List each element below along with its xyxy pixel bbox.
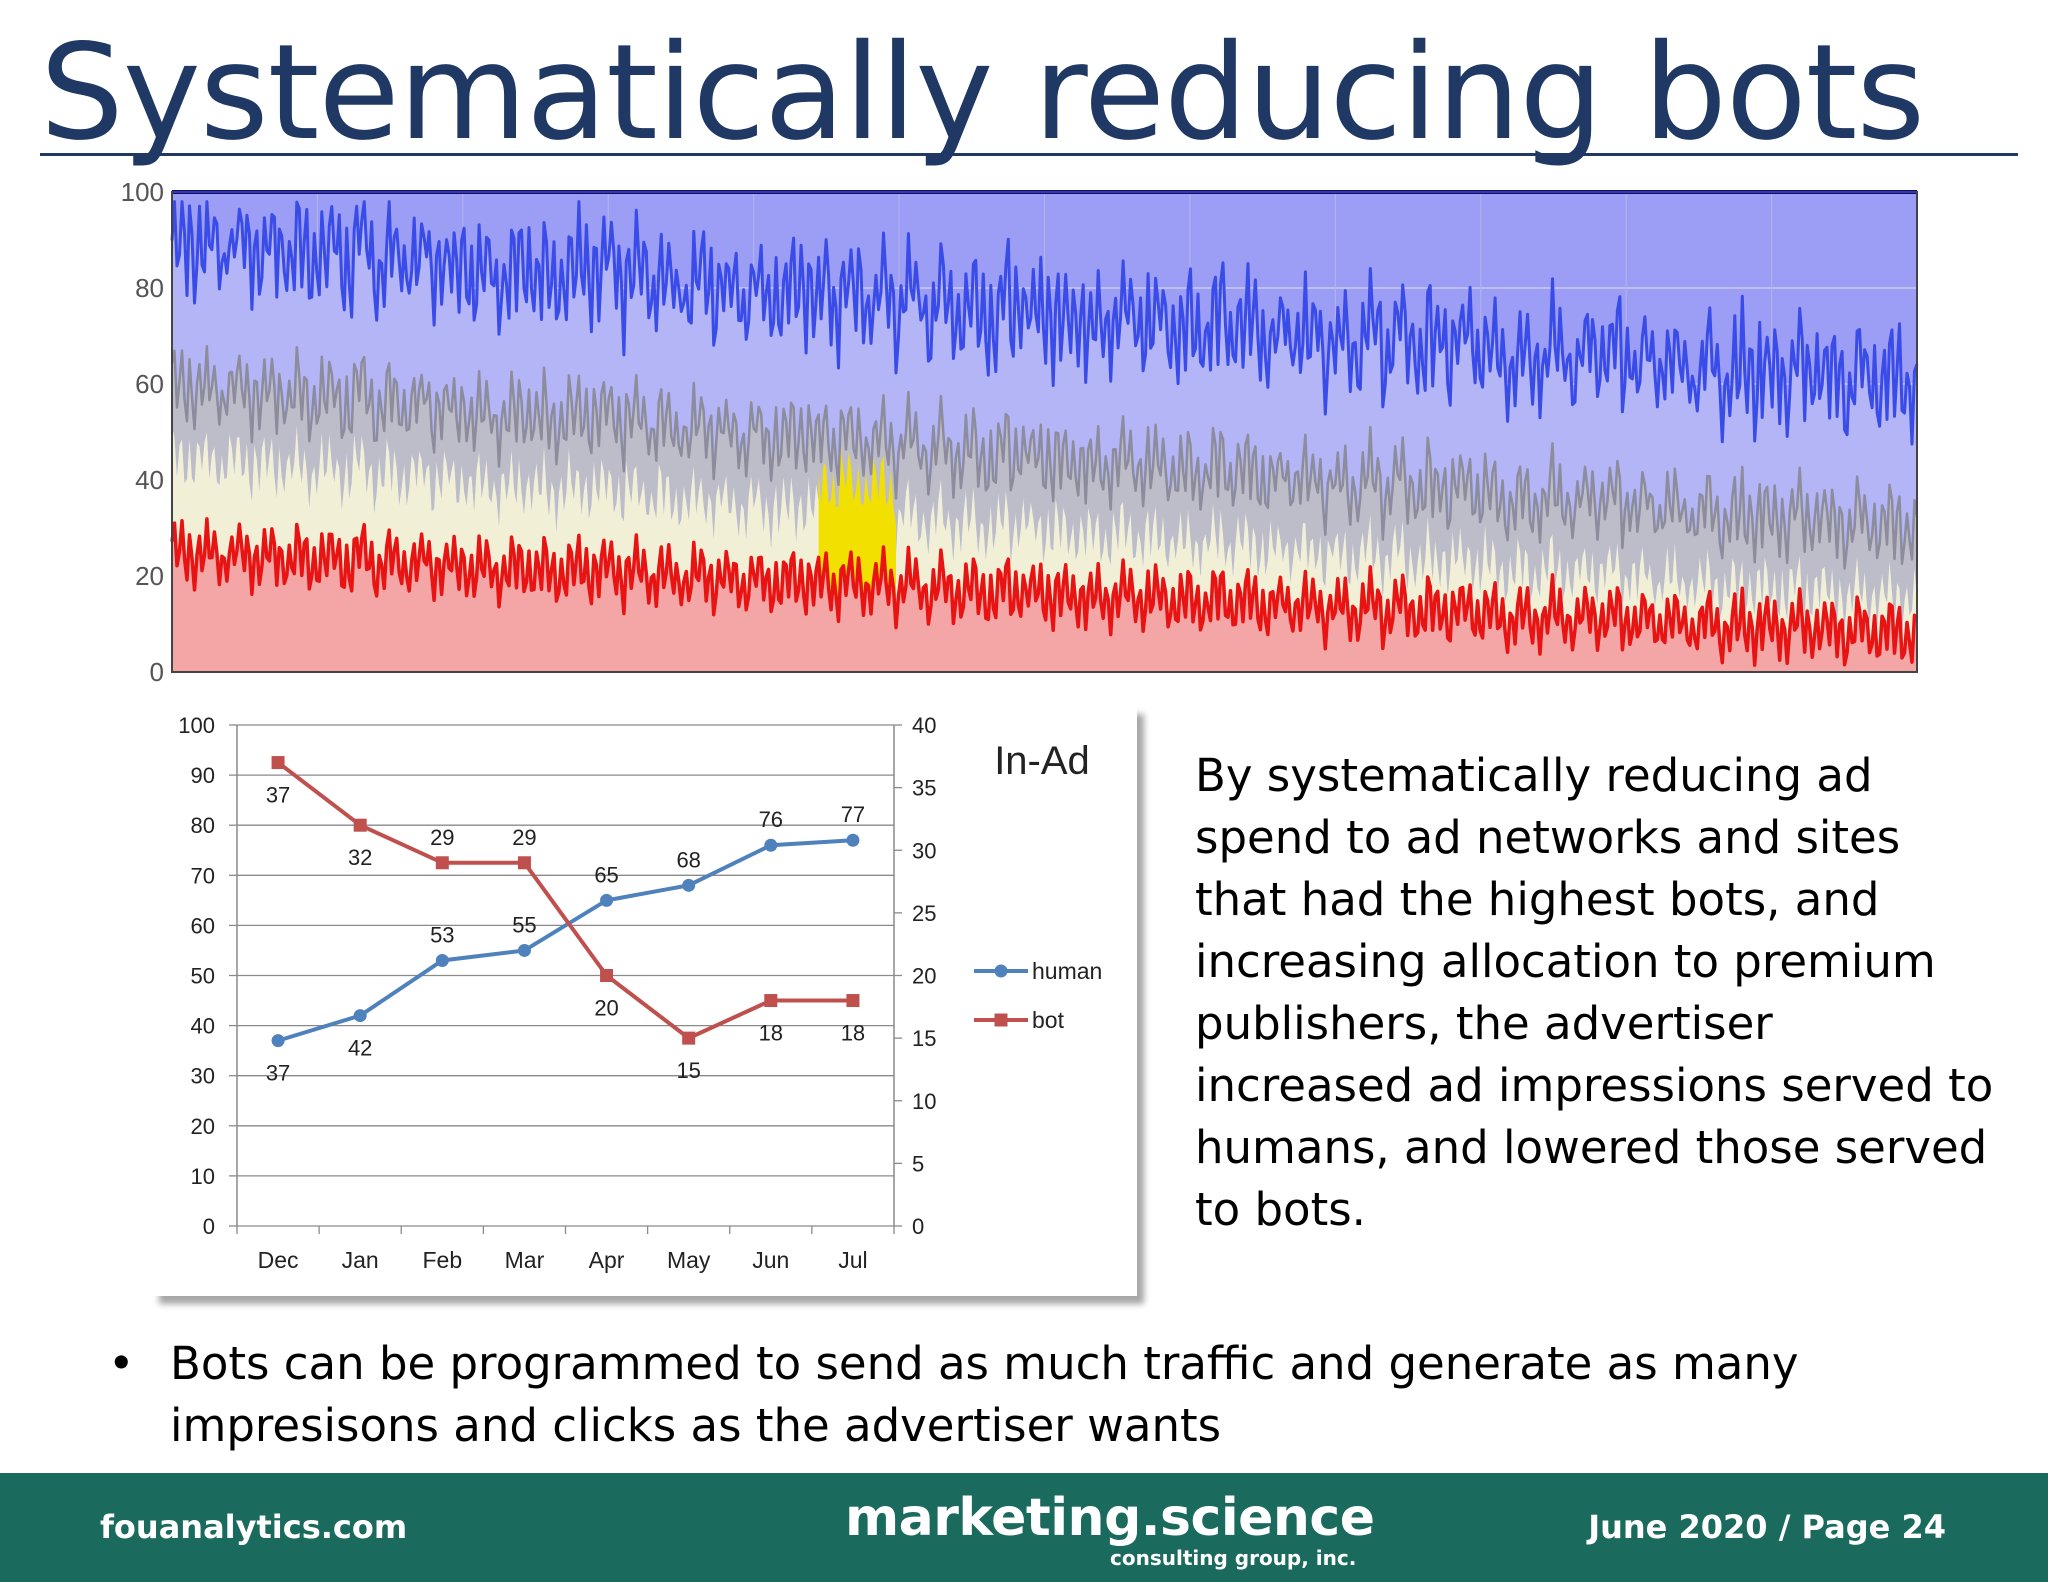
bot-point (517, 856, 531, 870)
body-paragraph: By systematically reducing ad spend to a… (1195, 749, 1994, 1236)
y-right-tick-label: 5 (912, 1151, 924, 1176)
human-point (353, 1009, 367, 1023)
bot-data-label: 32 (348, 845, 372, 870)
y-tick-label: 100 (121, 180, 164, 207)
human-point (600, 893, 614, 907)
bot-series-line (276, 760, 853, 1041)
bot-legend-label: bot (1032, 1007, 1065, 1033)
human-point (846, 833, 860, 847)
y-right-tick-label: 15 (912, 1026, 936, 1051)
human-data-label: 55 (512, 912, 536, 937)
human-data-label: 65 (594, 862, 618, 887)
y-right-tick-label: 10 (912, 1089, 936, 1114)
bot-point (846, 994, 860, 1008)
x-tick-label: Mar (505, 1247, 545, 1273)
y-left-tick-label: 30 (191, 1064, 215, 1089)
human-point (682, 878, 696, 892)
human-data-label: 76 (759, 807, 783, 832)
bot-series-line (170, 517, 1919, 667)
bullet-item: • Bots can be programmed to send as much… (100, 1333, 1980, 1457)
y-right-tick-label: 25 (912, 901, 936, 926)
human-legend-label: human (1032, 958, 1102, 984)
human-data-label: 42 (348, 1036, 372, 1061)
y-tick-label: 40 (135, 465, 164, 495)
bot-point (353, 818, 367, 832)
x-tick-label: Jun (752, 1247, 789, 1273)
bot-data-label: 37 (266, 783, 290, 808)
bot-data-label: 18 (841, 1021, 865, 1046)
bot-point (600, 969, 614, 982)
in-ad-line-chart: 10090807060504030201004035302520151050De… (152, 706, 1137, 1296)
y-right-tick-label: 35 (912, 776, 936, 801)
human-point (764, 838, 778, 852)
y-left-tick-label: 60 (191, 913, 215, 938)
chart-area (152, 706, 1137, 1296)
y-left-tick-label: 70 (191, 863, 215, 888)
plot-frame (171, 191, 1918, 673)
y-left-tick-label: 90 (191, 763, 215, 788)
bot-data-label: 15 (676, 1058, 700, 1083)
y-left-tick-label: 50 (191, 964, 215, 989)
x-tick-label: Feb (422, 1247, 462, 1273)
human-series-line (277, 838, 854, 1043)
cream-band-area (172, 425, 1917, 666)
y-left-tick-label: 0 (203, 1214, 215, 1239)
x-tick-label: Jan (342, 1247, 379, 1273)
human-point (435, 953, 449, 967)
bot-data-label: 18 (759, 1021, 783, 1046)
footer-bar: fouanalytics.com marketing.science consu… (0, 1473, 2048, 1582)
y-left-tick-label: 100 (178, 713, 215, 738)
bot-legend-marker (994, 1013, 1008, 1027)
bullet-list: • Bots can be programmed to send as much… (100, 1333, 1980, 1457)
human-data-label: 37 (266, 1061, 290, 1086)
y-tick-label: 80 (135, 273, 164, 303)
x-tick-label: May (667, 1247, 711, 1273)
x-tick-label: Apr (589, 1247, 625, 1273)
y-right-tick-label: 0 (912, 1214, 924, 1239)
footer-website[interactable]: fouanalytics.com (100, 1508, 408, 1546)
x-tick-label: Jul (838, 1247, 867, 1273)
human-data-label: 53 (430, 922, 454, 947)
y-right-tick-label: 20 (912, 964, 936, 989)
y-right-tick-label: 30 (912, 838, 936, 863)
chart-title: In-Ad (994, 739, 1090, 783)
y-left-tick-label: 10 (191, 1164, 215, 1189)
human-point (517, 943, 531, 957)
yellow-band-area (818, 448, 896, 628)
y-right-tick-label: 40 (912, 713, 936, 738)
bot-data-label: 29 (512, 825, 536, 850)
y-tick-label: 20 (135, 561, 164, 591)
company-logo: marketing.science consulting group, inc. (845, 1487, 1375, 1577)
slide-title: Systematically reducing bots (40, 16, 1925, 170)
bullet-dot: • (108, 1337, 135, 1390)
human-point (271, 1034, 285, 1048)
logo-wordmark: marketing.science (845, 1488, 1375, 1548)
bot-point (271, 756, 285, 770)
human-series-line (170, 200, 1919, 446)
x-tick-label: Dec (258, 1247, 299, 1273)
human-data-label: 77 (841, 802, 865, 827)
bot-data-label: 29 (430, 825, 454, 850)
bot-point (764, 994, 778, 1008)
y-left-tick-label: 80 (191, 813, 215, 838)
gray-series-line (170, 344, 1919, 570)
bot-data-label: 20 (594, 996, 618, 1021)
in-ad-chart-panel: 100 90 80 70 60 50 40 30 20 10 0 40 35 30 25 20 15 10 5 0 De… (152, 706, 1137, 1296)
human-band-area (172, 201, 1917, 569)
human-data-label: 68 (676, 847, 700, 872)
logo-tagline: consulting group, inc. (1110, 1546, 1357, 1570)
y-tick-label: 0 (150, 657, 164, 687)
human-legend-marker (994, 964, 1008, 978)
bot-point (682, 1031, 696, 1045)
y-tick-label: 60 (135, 369, 164, 399)
y-left-tick-label: 20 (191, 1114, 215, 1139)
bot-point (435, 856, 449, 870)
title-underline (40, 153, 2018, 156)
y-left-tick-label: 40 (191, 1014, 215, 1039)
footer-date-page: June 2020 / Page 24 (1588, 1508, 1946, 1546)
bot-traffic-area-chart: 100 80 60 40 20 0 (121, 180, 1919, 687)
gray-band-area (172, 346, 1917, 637)
bullet-text: Bots can be programmed to send as much t… (170, 1337, 1799, 1452)
